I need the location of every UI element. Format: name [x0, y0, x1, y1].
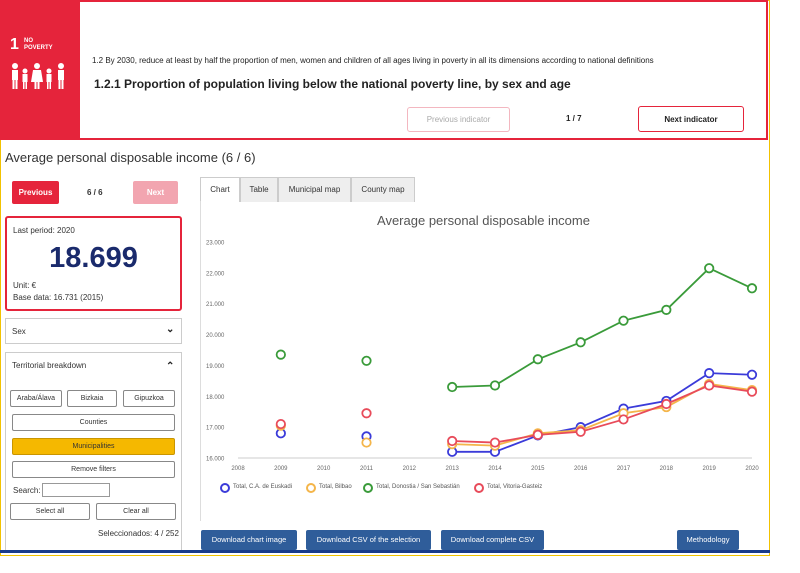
indicator-title: 1.2.1 Proportion of population living be…: [94, 77, 571, 91]
kpi-period: Last period: 2020: [13, 226, 75, 235]
target-description: 1.2 By 2030, reduce at least by half the…: [92, 56, 654, 65]
province-gipuzkoa-button[interactable]: Gipuzkoa: [123, 390, 175, 407]
download-chart-image-button[interactable]: Download chart image: [201, 530, 297, 550]
legend-label-euskadi[interactable]: Total, C.A. de Euskadi: [233, 484, 293, 490]
remove-filters-button[interactable]: Remove filters: [12, 461, 175, 478]
sex-filter-label: Sex: [12, 327, 26, 336]
legend-label-vitoria[interactable]: Total, Vitoria-Gasteiz: [487, 484, 543, 490]
sdg-goal-tile[interactable]: 1 NO POVERTY: [2, 2, 80, 138]
tab-chart[interactable]: Chart: [200, 177, 240, 202]
clear-all-button[interactable]: Clear all: [96, 503, 176, 520]
legend-marker-euskadi[interactable]: [220, 483, 230, 493]
province-bizkaia-button[interactable]: Bizkaia: [67, 390, 117, 407]
tab-municipal-map[interactable]: Municipal map: [278, 177, 351, 202]
search-label: Search:: [13, 486, 41, 495]
territorial-filter-label: Territorial breakdown: [12, 361, 87, 370]
municipalities-button[interactable]: Municipalities: [12, 438, 175, 455]
province-araba-button[interactable]: Araba/Álava: [10, 390, 62, 407]
select-all-button[interactable]: Select all: [10, 503, 90, 520]
sdg-number: 1: [10, 36, 19, 53]
tab-table[interactable]: Table: [240, 177, 278, 202]
indicator-header: 1 NO POVERTY 1.2 By 2030, reduce at least…: [0, 0, 768, 140]
legend-marker-donostia[interactable]: [363, 483, 373, 493]
previous-button[interactable]: Previous: [12, 181, 59, 204]
page-title: Average personal disposable income (6 / …: [5, 150, 256, 165]
kpi-unit: Unit: €: [13, 281, 37, 290]
download-csv-selection-button[interactable]: Download CSV of the selection: [306, 530, 431, 550]
download-complete-csv-button[interactable]: Download complete CSV: [441, 530, 544, 550]
sub-indicator-pager: 6 / 6: [87, 188, 103, 197]
chevron-up-icon[interactable]: ⌃: [166, 361, 175, 372]
chart-title: Average personal disposable income: [377, 213, 590, 228]
counties-button[interactable]: Counties: [12, 414, 175, 431]
chevron-down-icon[interactable]: ⌄: [166, 324, 175, 335]
methodology-button[interactable]: Methodology: [677, 530, 739, 550]
next-button[interactable]: Next: [133, 181, 178, 204]
kpi-base: Base data: 16.731 (2015): [13, 293, 104, 302]
previous-indicator-button[interactable]: Previous indicator: [407, 107, 510, 132]
kpi-card: Last period: 2020 18.699 Unit: € Base da…: [5, 216, 182, 311]
search-input[interactable]: [42, 483, 110, 497]
legend-label-bilbao[interactable]: Total, Bilbao: [319, 484, 352, 490]
indicator-pager: 1 / 7: [566, 114, 582, 123]
sdg-label: NO POVERTY: [24, 38, 53, 51]
legend-marker-bilbao[interactable]: [306, 483, 316, 493]
tab-county-map[interactable]: County map: [351, 177, 415, 202]
next-indicator-button[interactable]: Next indicator: [638, 106, 744, 132]
legend-marker-vitoria[interactable]: [474, 483, 484, 493]
selected-count: Seleccionados: 4 / 252: [98, 529, 179, 538]
bottom-rule: [0, 550, 770, 553]
legend-label-donostia[interactable]: Total, Donostia / San Sebastián: [376, 484, 460, 490]
kpi-value: 18.699: [49, 242, 138, 274]
family-icon: [12, 63, 64, 89]
sex-filter-panel[interactable]: Sex ⌄: [5, 318, 182, 344]
chart-panel: [200, 201, 767, 521]
